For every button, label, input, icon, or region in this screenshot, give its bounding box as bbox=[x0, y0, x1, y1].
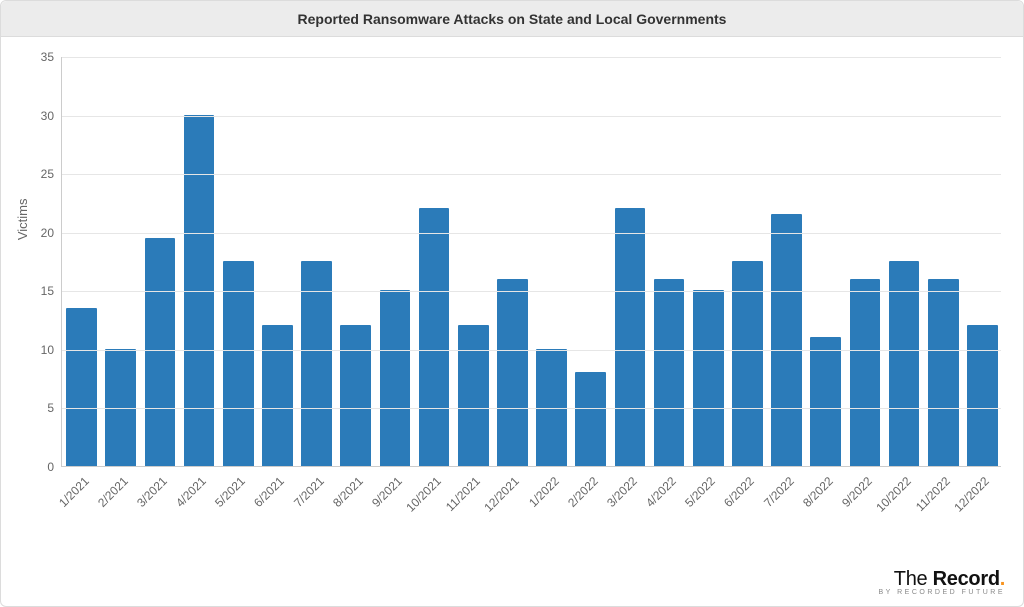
xtick-label: 7/2021 bbox=[291, 474, 327, 510]
bar bbox=[850, 279, 881, 466]
bar bbox=[810, 337, 841, 466]
bar bbox=[458, 325, 489, 466]
ytick-label: 15 bbox=[41, 284, 54, 298]
brand-bold: Record bbox=[933, 568, 1000, 590]
xtick-label: 10/2021 bbox=[403, 474, 444, 515]
bar bbox=[536, 349, 567, 466]
xtick-label: 4/2021 bbox=[173, 474, 209, 510]
brand-dot-icon: . bbox=[1000, 568, 1005, 590]
bar bbox=[967, 325, 998, 466]
ytick-label: 5 bbox=[47, 401, 54, 415]
chart-title: Reported Ransomware Attacks on State and… bbox=[298, 11, 727, 27]
xtick-label: 3/2021 bbox=[134, 474, 170, 510]
brand-logo: The Record. bbox=[878, 568, 1005, 591]
xtick-label: 12/2022 bbox=[952, 474, 993, 515]
bar bbox=[615, 208, 646, 466]
xtick-label: 4/2022 bbox=[643, 474, 679, 510]
brand-tagline: BY RECORDED FUTURE bbox=[878, 589, 1005, 596]
xtick-label: 7/2022 bbox=[761, 474, 797, 510]
bar bbox=[66, 308, 97, 466]
gridline bbox=[62, 350, 1001, 351]
gridline bbox=[62, 174, 1001, 175]
attribution: The Record. BY RECORDED FUTURE bbox=[878, 568, 1005, 596]
xtick-label: 11/2022 bbox=[913, 474, 953, 514]
bar bbox=[497, 279, 528, 466]
chart-container: Reported Ransomware Attacks on State and… bbox=[0, 0, 1024, 607]
xtick-label: 9/2022 bbox=[839, 474, 875, 510]
plot-area: 051015202530351/20212/20213/20214/20215/… bbox=[61, 57, 1001, 467]
bar bbox=[654, 279, 685, 466]
bars-group bbox=[62, 57, 1001, 466]
xtick-label: 8/2022 bbox=[800, 474, 836, 510]
xtick-label: 2/2021 bbox=[95, 474, 131, 510]
gridline bbox=[62, 233, 1001, 234]
brand-thin: The bbox=[894, 568, 933, 590]
xtick-label: 10/2022 bbox=[873, 474, 914, 515]
gridline bbox=[62, 408, 1001, 409]
xtick-label: 5/2022 bbox=[682, 474, 718, 510]
ytick-label: 25 bbox=[41, 167, 54, 181]
xtick-label: 1/2022 bbox=[526, 474, 562, 510]
ytick-label: 30 bbox=[41, 109, 54, 123]
xtick-label: 5/2021 bbox=[212, 474, 248, 510]
y-axis-label: Victims bbox=[15, 199, 30, 241]
ytick-label: 20 bbox=[41, 226, 54, 240]
bar bbox=[380, 290, 411, 466]
xtick-label: 8/2021 bbox=[330, 474, 366, 510]
xtick-label: 12/2021 bbox=[482, 474, 523, 515]
bar bbox=[184, 115, 215, 466]
bar bbox=[693, 290, 724, 466]
ytick-label: 0 bbox=[47, 460, 54, 474]
bar bbox=[419, 208, 450, 466]
chart-title-bar: Reported Ransomware Attacks on State and… bbox=[1, 1, 1023, 37]
bar bbox=[340, 325, 371, 466]
bar bbox=[928, 279, 959, 466]
bar bbox=[575, 372, 606, 466]
bar bbox=[771, 214, 802, 466]
xtick-label: 11/2021 bbox=[443, 474, 483, 514]
xtick-label: 3/2022 bbox=[604, 474, 640, 510]
xtick-label: 6/2021 bbox=[251, 474, 287, 510]
ytick-label: 10 bbox=[41, 343, 54, 357]
ytick-label: 35 bbox=[41, 50, 54, 64]
bar bbox=[262, 325, 293, 466]
gridline bbox=[62, 116, 1001, 117]
gridline bbox=[62, 291, 1001, 292]
bar bbox=[105, 349, 136, 466]
xtick-label: 2/2022 bbox=[565, 474, 601, 510]
xtick-label: 6/2022 bbox=[721, 474, 757, 510]
gridline bbox=[62, 57, 1001, 58]
bar bbox=[145, 238, 176, 466]
xtick-label: 9/2021 bbox=[369, 474, 405, 510]
xtick-label: 1/2021 bbox=[56, 474, 92, 510]
